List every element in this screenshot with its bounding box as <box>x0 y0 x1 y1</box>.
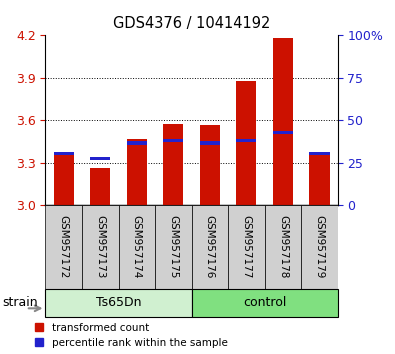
Bar <box>127 139 147 205</box>
Text: GSM957175: GSM957175 <box>168 215 178 279</box>
Bar <box>309 152 329 205</box>
Text: GSM957173: GSM957173 <box>95 215 105 279</box>
FancyBboxPatch shape <box>118 205 155 289</box>
Bar <box>236 139 256 142</box>
FancyBboxPatch shape <box>228 205 265 289</box>
Bar <box>200 142 220 144</box>
Text: Ts65Dn: Ts65Dn <box>96 296 141 309</box>
Bar <box>309 152 329 155</box>
Bar <box>127 142 147 144</box>
FancyBboxPatch shape <box>45 205 82 289</box>
Bar <box>90 157 110 160</box>
Text: GDS4376 / 10414192: GDS4376 / 10414192 <box>113 16 270 30</box>
Text: GSM957174: GSM957174 <box>132 215 142 279</box>
Bar <box>236 81 256 205</box>
Text: control: control <box>243 296 286 309</box>
FancyBboxPatch shape <box>45 289 192 317</box>
Bar <box>54 152 74 155</box>
FancyBboxPatch shape <box>265 205 301 289</box>
Bar <box>54 153 74 205</box>
FancyBboxPatch shape <box>82 205 118 289</box>
FancyBboxPatch shape <box>301 205 338 289</box>
FancyBboxPatch shape <box>155 205 192 289</box>
Bar <box>90 168 110 205</box>
Bar <box>163 139 183 142</box>
Legend: transformed count, percentile rank within the sample: transformed count, percentile rank withi… <box>31 319 232 352</box>
Text: GSM957178: GSM957178 <box>278 215 288 279</box>
Text: GSM957179: GSM957179 <box>314 215 324 279</box>
Text: GSM957172: GSM957172 <box>59 215 69 279</box>
Text: strain: strain <box>2 296 38 309</box>
Bar <box>200 125 220 205</box>
FancyBboxPatch shape <box>192 205 228 289</box>
Text: GSM957176: GSM957176 <box>205 215 215 279</box>
Bar <box>273 131 293 134</box>
FancyBboxPatch shape <box>192 289 338 317</box>
Bar <box>273 38 293 205</box>
Bar <box>163 124 183 205</box>
Text: GSM957177: GSM957177 <box>241 215 251 279</box>
